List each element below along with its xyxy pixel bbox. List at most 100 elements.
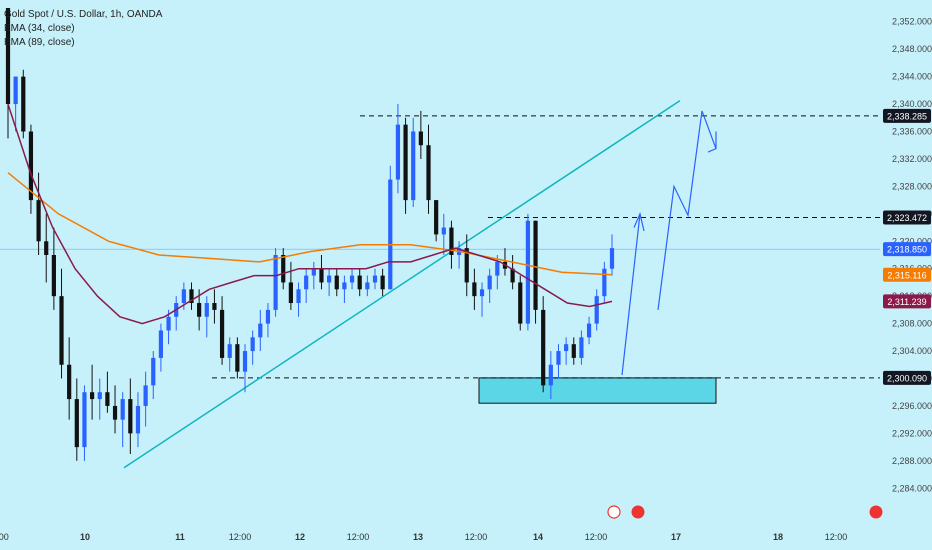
candle-body [281,255,286,283]
candle-body [357,275,362,290]
candle-body [372,275,378,283]
candle-body [296,289,301,304]
candle-body [594,296,599,324]
candle-body [602,268,607,297]
x-tick-label: 11 [175,532,185,542]
candle-body [189,289,194,304]
candle-body [265,309,271,324]
y-tick-label: 2,296.000 [892,401,932,411]
x-tick-label: 0:00 [0,532,9,542]
x-tick-label: 10 [80,532,90,542]
price-label-bg [883,242,931,257]
candle-body [564,344,569,352]
candle-body [518,282,523,324]
x-tick-label: 14 [533,532,543,542]
price-label: 2,338.285 [887,111,927,121]
candle-body [479,289,485,297]
candle-body [380,275,385,290]
legend-symbol: Gold Spot / U.S. Dollar, 1h, OANDA [4,9,163,20]
candle-body [434,200,439,235]
candle-body [449,227,454,255]
candle-body [135,405,141,434]
candle-body [151,357,156,386]
candle-body [349,275,355,283]
ema89-line [7,172,613,276]
candle-body [13,76,18,105]
y-tick-label: 2,336.000 [892,127,932,137]
y-tick-label: 2,308.000 [892,319,932,329]
legend: Gold Spot / U.S. Dollar, 1h, OANDA EMA (… [4,8,162,50]
candle-body [510,268,515,283]
candle-body [426,145,431,201]
price-label-bg [883,108,931,123]
candle-body [327,275,332,283]
legend-ema89: EMA (89, close) [4,37,75,48]
x-tick-label: 12:00 [465,532,488,542]
price-label: 2,318.850 [887,245,927,255]
candle-body [487,275,492,290]
candle-body [571,344,576,358]
y-tick-label: 2,340.000 [892,99,932,109]
x-tick-label: 12:00 [585,532,608,542]
candle-body [418,131,423,146]
candle-body [250,337,255,352]
candle-body [74,399,79,448]
price-label-bg [883,210,931,225]
candle-body [258,323,263,338]
candle-body [204,303,209,317]
candle-body [365,282,370,290]
x-tick-label: 12 [295,532,305,542]
y-tick-label: 2,284.000 [892,483,932,493]
projection-arrow-1 [621,213,641,376]
y-tick-label: 2,292.000 [892,428,932,438]
candle-body [311,268,316,276]
x-tick-label: 18 [773,532,783,542]
candle-body [5,8,11,105]
candle-body [609,248,615,269]
candle-body [403,124,408,201]
candle-body [128,399,133,434]
candle-body [51,255,56,297]
support-zone [478,377,717,404]
y-tick-label: 2,332.000 [892,154,932,164]
projection-arrow-2-head [707,131,717,153]
candle-body [82,392,87,448]
y-tick-label: 2,288.000 [892,456,932,466]
y-tick-label: 2,352.000 [892,17,932,27]
candle-body [388,179,393,290]
candle-body [556,351,561,365]
price-label-bg [883,294,931,309]
candle-body [97,392,102,400]
candle-body [304,275,309,290]
candle-body [21,76,26,132]
flash-event-icon [607,505,621,519]
candle-body [541,309,546,386]
x-tick-label: 17 [671,532,681,542]
candle-body [67,364,72,400]
candle-body [181,289,186,304]
candle-body [212,303,217,310]
candle-body [28,131,34,201]
price-label: 2,311.239 [887,297,926,307]
candle-body [44,241,49,255]
y-tick-label: 2,304.000 [892,346,932,356]
x-tick-label: 12:00 [229,532,252,542]
candle-body [273,255,278,310]
flag-event-icon [869,505,883,519]
candle-body [464,248,469,283]
price-label-bg [883,267,931,282]
candle-body [166,316,171,331]
candle-body [411,131,416,201]
candle-body [586,323,592,338]
candle-body [495,261,500,276]
y-tick-label: 2,348.000 [892,44,932,54]
candle-body [441,227,446,235]
candle-body [197,303,202,317]
candle-body [342,282,347,290]
candle-body [319,268,324,283]
price-label: 2,323.472 [887,213,927,223]
y-tick-label: 2,320.000 [892,236,932,246]
candle-body [112,405,118,420]
